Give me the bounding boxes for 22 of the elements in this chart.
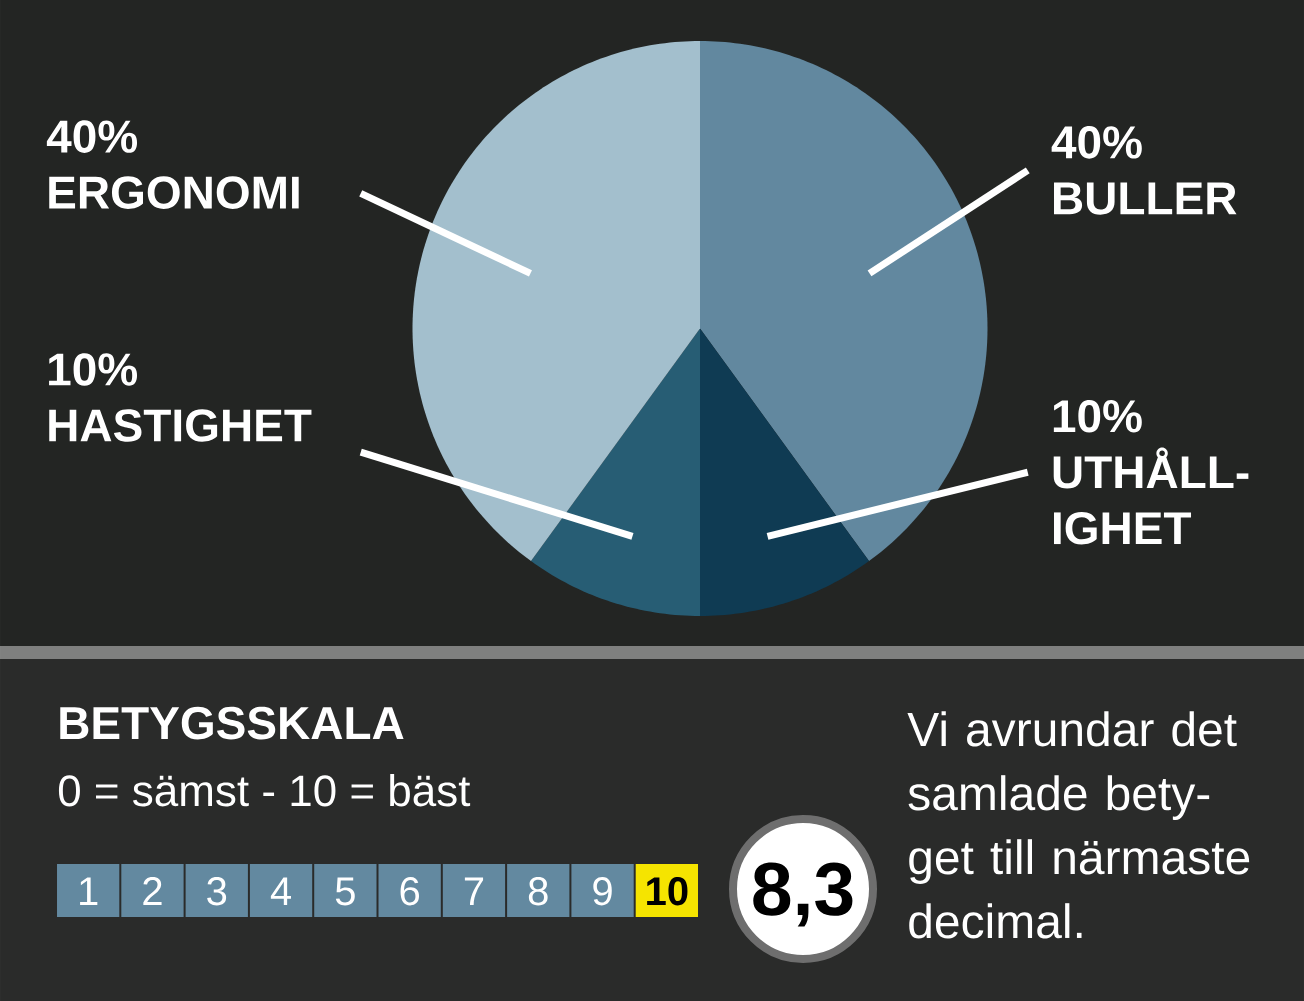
- slice-label: ERGONOMI: [49, 176, 299, 209]
- text: 6: [400, 877, 420, 906]
- text: 1: [80, 877, 98, 905]
- text: Vi avrundar det samlade bety-get till närmaste decimal.: [907, 711, 1250, 939]
- data-label: 40%: [46, 120, 138, 153]
- text: 7: [464, 877, 484, 905]
- text: 8: [528, 877, 548, 906]
- text: 4: [270, 877, 291, 905]
- slice-label: UTHÅLL-IGHET: [1053, 447, 1249, 545]
- text: 3: [207, 877, 227, 906]
- text: 5: [335, 877, 355, 906]
- text: 8,3: [753, 862, 853, 927]
- text: 2: [143, 877, 162, 905]
- data-label: 10%: [1053, 399, 1142, 433]
- text: BETYGSSKALA: [60, 706, 404, 740]
- text: 10: [647, 877, 688, 906]
- text: 0 = sämst - 10 = bäst: [58, 774, 471, 807]
- text: 9: [593, 877, 612, 906]
- data-label: 10%: [49, 353, 138, 386]
- slice-label: HASTIGHET: [49, 409, 312, 442]
- data-label: 40%: [1051, 126, 1142, 159]
- slice-label: BULLER: [1054, 182, 1237, 215]
